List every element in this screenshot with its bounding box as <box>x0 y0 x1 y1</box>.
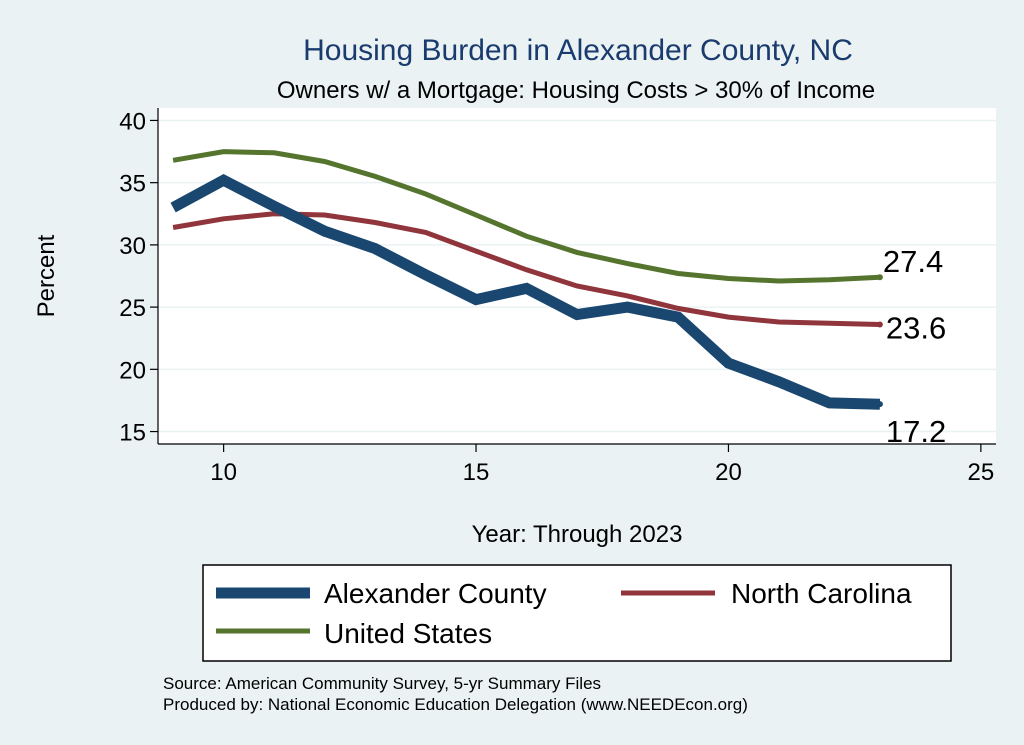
end-label-north-carolina: 23.6 <box>886 311 946 346</box>
source-note: Source: American Community Survey, 5-yr … <box>163 674 601 693</box>
axes: 15 20 25 30 35 40 10 15 20 25 <box>119 108 996 486</box>
x-tick-label-25: 25 <box>968 459 995 486</box>
y-tick-label-20: 20 <box>119 357 146 384</box>
x-tick-label-20: 20 <box>715 459 742 486</box>
y-tick-label-40: 40 <box>119 108 146 135</box>
series-lines <box>170 149 883 410</box>
produced-by-note: Produced by: National Economic Education… <box>163 695 748 714</box>
series-end-point-north-carolina <box>876 321 883 328</box>
x-tick-label-15: 15 <box>463 459 490 486</box>
legend-label-north-carolina: North Carolina <box>731 578 912 609</box>
y-tick-label-35: 35 <box>119 171 146 198</box>
y-axis-title: Percent <box>33 234 60 317</box>
x-tick-label-10: 10 <box>210 459 237 486</box>
series-line-united-states <box>172 149 881 284</box>
legend-box <box>202 564 952 662</box>
y-tick-label-30: 30 <box>119 233 146 260</box>
series-end-point-united-states <box>876 274 883 281</box>
y-tick-label-25: 25 <box>119 295 146 322</box>
x-axis-title: Year: Through 2023 <box>472 521 683 548</box>
end-label-alexander-county: 17.2 <box>886 414 946 449</box>
legend-label-alexander-county: Alexander County <box>324 578 547 609</box>
series-end-point-alexander-county <box>876 401 883 408</box>
y-tick-label-15: 15 <box>119 420 146 447</box>
chart-title: Housing Burden in Alexander County, NC <box>303 34 853 67</box>
end-label-united-states: 27.4 <box>883 244 943 279</box>
gridlines <box>158 119 996 433</box>
end-labels: 17.2 23.6 27.4 <box>883 244 946 449</box>
series-line-alexander-county <box>170 173 881 410</box>
legend-label-united-states: United States <box>324 618 492 649</box>
legend: Alexander County North Carolina United S… <box>202 564 952 662</box>
chart-subtitle: Owners w/ a Mortgage: Housing Costs > 30… <box>277 77 875 104</box>
